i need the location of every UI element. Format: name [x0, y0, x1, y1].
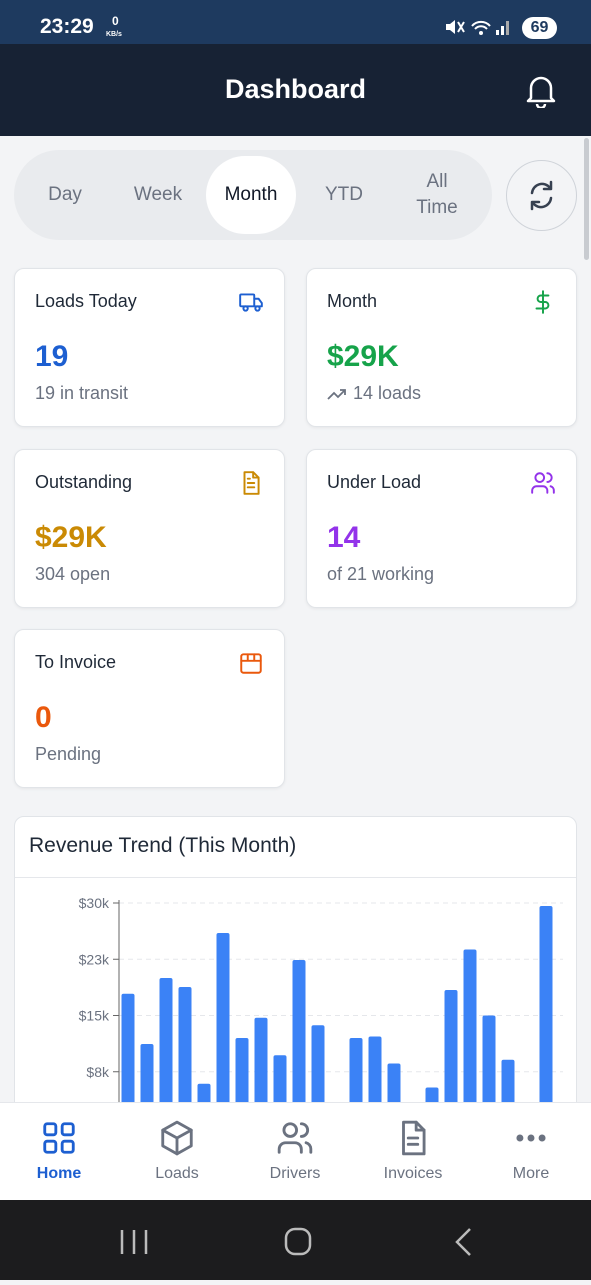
card-value: 14	[327, 521, 361, 554]
stat-card: Loads Today 19 19 in transit	[14, 268, 285, 427]
refresh-button[interactable]	[506, 160, 577, 231]
bar	[178, 987, 192, 1128]
card-title: Month	[327, 291, 378, 311]
status-icons	[446, 20, 509, 35]
nav-item[interactable]: Drivers	[236, 1103, 354, 1201]
card-icon	[243, 471, 260, 495]
bottom-nav: Home Loads Drivers Invoices More	[0, 1102, 591, 1200]
nav-label: Invoices	[383, 1165, 443, 1182]
nav-icon	[161, 1120, 193, 1156]
y-tick-label: $8k	[86, 1064, 110, 1080]
bar	[482, 1015, 496, 1128]
period-tab[interactable]: Day	[48, 184, 82, 205]
card-value: 0	[35, 701, 52, 734]
nav-icon	[516, 1134, 546, 1142]
card-title: Loads Today	[35, 291, 137, 311]
card-icon	[239, 293, 263, 312]
nav-icon	[402, 1120, 426, 1156]
bar	[444, 990, 458, 1128]
bar	[539, 906, 553, 1128]
nav-icon	[277, 1122, 313, 1154]
bar	[254, 1017, 268, 1128]
speed: 0	[112, 14, 119, 28]
card-subtitle: 19 in transit	[35, 383, 129, 403]
system-buttons	[120, 1227, 471, 1256]
card-icon	[531, 472, 555, 494]
period-tab[interactable]: YTD	[325, 184, 363, 205]
nav-item[interactable]: Invoices	[354, 1103, 472, 1201]
nav-item[interactable]: Home	[0, 1103, 118, 1201]
period-tab[interactable]: Week	[133, 184, 183, 205]
period-tab[interactable]: Month	[206, 156, 296, 234]
y-tick-label: $23k	[79, 951, 110, 967]
card-value: 19	[35, 340, 69, 373]
clock: 23:29	[40, 15, 94, 38]
notification-bell[interactable]	[525, 74, 557, 108]
nav-item[interactable]: Loads	[118, 1103, 236, 1201]
card-subtitle: 14 loads	[353, 383, 422, 403]
card-subtitle: of 21 working	[327, 564, 435, 584]
stat-card: Under Load 14 of 21 working	[306, 449, 577, 608]
nav-label: More	[512, 1165, 550, 1182]
card-icon	[535, 290, 550, 314]
card-value: $29K	[327, 340, 399, 373]
speed-unit: KB/s	[106, 31, 122, 38]
nav-icon	[43, 1122, 75, 1154]
chart: $8k $15k $23k $30k	[79, 895, 563, 1128]
card-icon	[240, 653, 262, 674]
scrollbar	[584, 138, 589, 260]
bar	[292, 960, 306, 1128]
bar	[159, 978, 173, 1128]
period-tab[interactable]: All Time	[416, 171, 458, 218]
stat-card: To Invoice 0 Pending	[14, 629, 285, 788]
y-tick-label: $30k	[79, 895, 110, 911]
system-nav	[0, 1200, 591, 1280]
trend-icon	[327, 389, 346, 400]
period-tabs: Day Week Month YTD All Time	[14, 150, 492, 240]
card-title: To Invoice	[35, 652, 117, 672]
nav-item[interactable]: More	[472, 1103, 590, 1201]
nav-label: Drivers	[269, 1165, 321, 1182]
card-title: Under Load	[327, 472, 422, 492]
nav-label: Home	[36, 1165, 82, 1182]
card-value: $29K	[35, 521, 107, 554]
bar	[463, 949, 477, 1128]
card-subtitle: Pending	[35, 744, 102, 764]
app-header: Dashboard	[0, 44, 591, 136]
battery: 69	[522, 17, 557, 39]
y-tick-label: $15k	[79, 1008, 110, 1024]
nav-label: Loads	[155, 1165, 199, 1182]
page-title: Dashboard	[224, 74, 367, 104]
chart-title: Revenue Trend (This Month)	[29, 834, 297, 857]
stat-card: Outstanding $29K 304 open	[14, 449, 285, 608]
status-bar: 23:29 0 KB/s 69	[0, 0, 591, 44]
bar	[216, 933, 230, 1128]
bar	[121, 993, 135, 1128]
card-title: Outstanding	[35, 472, 133, 492]
card-subtitle: 304 open	[35, 564, 111, 584]
stat-card: Month $29K 14 loads	[306, 268, 577, 427]
divider	[15, 877, 576, 878]
